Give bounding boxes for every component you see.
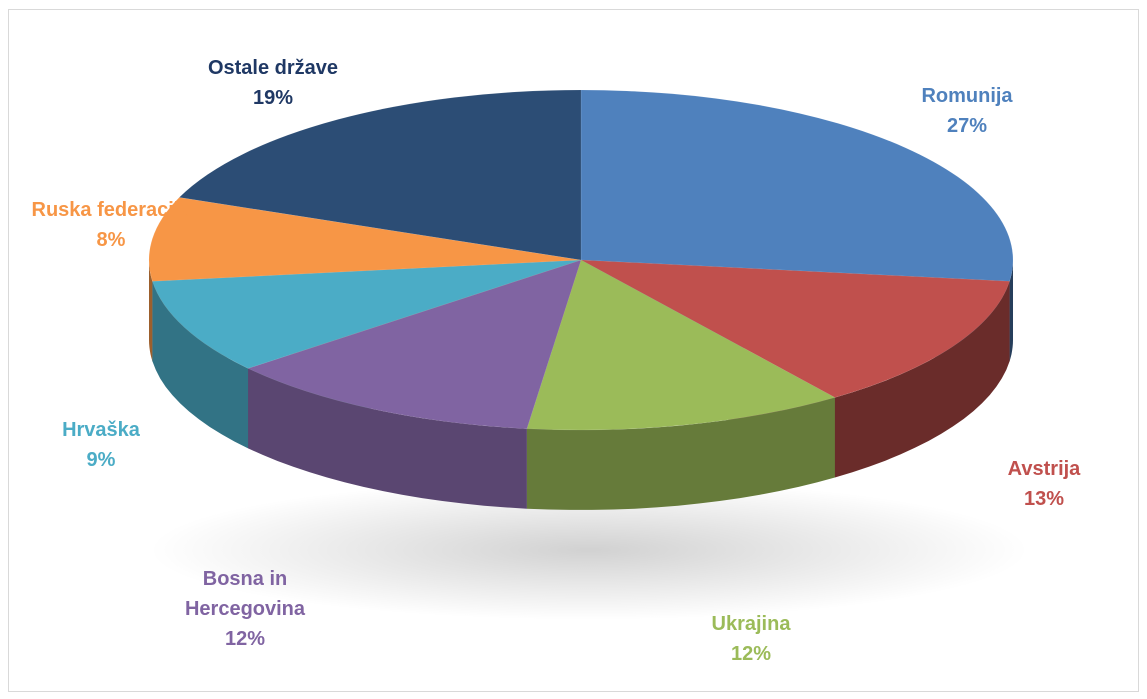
slice-side-3 bbox=[248, 368, 527, 509]
data-label-value-6: 19% bbox=[253, 87, 293, 109]
data-label-name-1-0: Avstrija bbox=[1008, 458, 1082, 480]
data-labels: Romunija 27% Avstrija 13% Ukrajina 12% Bosna i… bbox=[32, 57, 1082, 665]
data-label-value-2: 12% bbox=[731, 643, 771, 665]
data-label-name-0-0: Romunija bbox=[921, 85, 1013, 107]
data-label-value-5: 8% bbox=[97, 229, 126, 251]
pie-slice-romunija bbox=[580, 89, 1014, 282]
data-label-value-0: 27% bbox=[947, 115, 987, 137]
data-label-name-3-1: Hercegovina bbox=[185, 598, 306, 620]
chart-shadow bbox=[149, 480, 1029, 620]
slice-side-1 bbox=[834, 281, 1010, 478]
pie-slice-ukrajina bbox=[526, 259, 836, 431]
slice-side-0 bbox=[1009, 260, 1013, 362]
chart-area: Romunija 27% Avstrija 13% Ukrajina 12% Bosna i… bbox=[8, 9, 1139, 692]
data-label-name-2-0: Ukrajina bbox=[712, 613, 792, 635]
data-label-name-6-0: Ostale države bbox=[208, 57, 338, 79]
pie-top-faces bbox=[148, 89, 1014, 431]
pie-slice-hrva-ka bbox=[152, 259, 582, 369]
data-label-name-5-0: Ruska federacija bbox=[32, 199, 192, 221]
pie-chart: Romunija 27% Avstrija 13% Ukrajina 12% Bosna i… bbox=[32, 57, 1082, 665]
pie-slice-avstrija bbox=[580, 259, 1010, 398]
data-label-value-1: 13% bbox=[1024, 488, 1064, 510]
data-label-name-4-0: Hrvaška bbox=[62, 419, 141, 441]
pie-slice-ruska-federacija bbox=[148, 197, 582, 282]
data-label-value-4: 9% bbox=[87, 449, 116, 471]
slice-side-4 bbox=[152, 281, 249, 449]
data-label-name-3-0: Bosna in bbox=[203, 568, 287, 590]
data-label-value-3: 12% bbox=[225, 628, 265, 650]
slice-side-2 bbox=[526, 397, 835, 510]
slice-side-5 bbox=[149, 260, 153, 362]
pie-slice-ostale-dr-ave bbox=[178, 89, 582, 261]
pie-slice-bosna-in-hercegovina bbox=[247, 259, 582, 429]
